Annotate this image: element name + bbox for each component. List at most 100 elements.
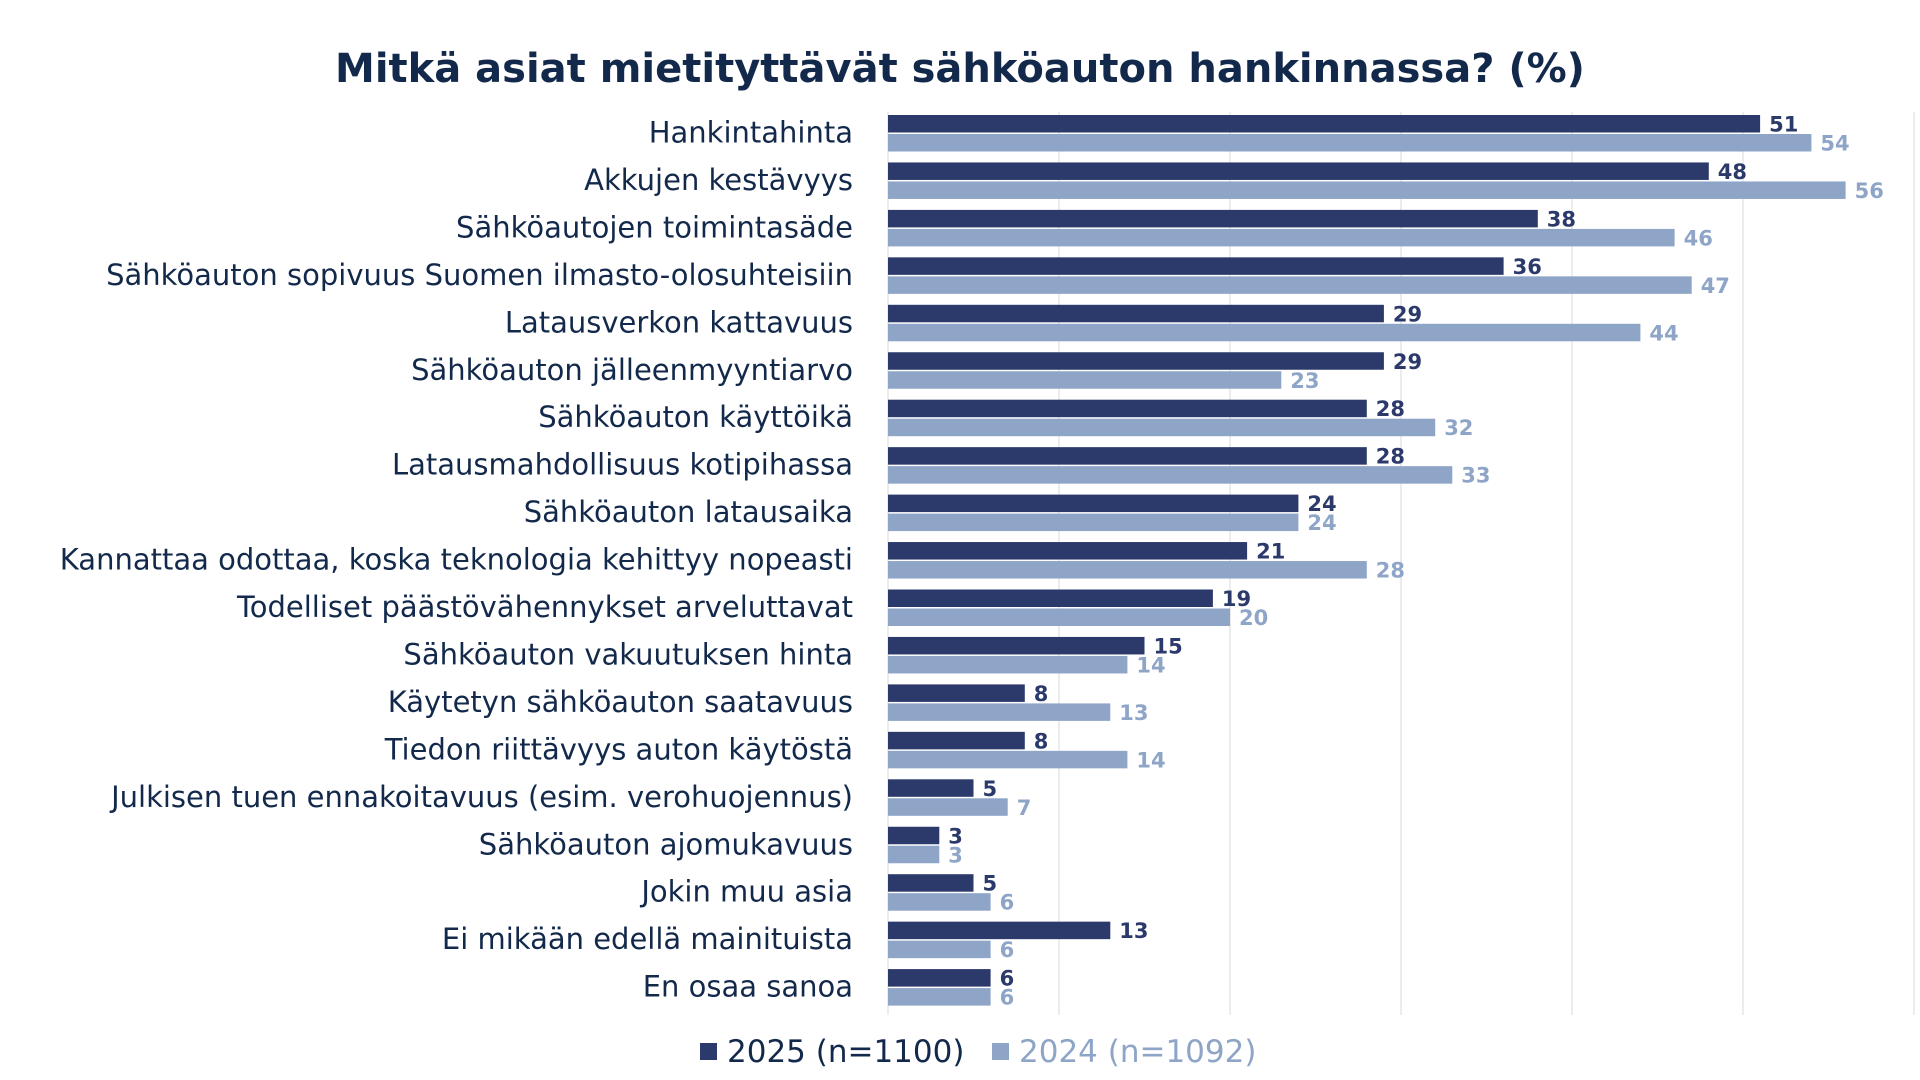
bar-2025 xyxy=(888,447,1367,465)
bar-2024 xyxy=(888,893,991,911)
bar-2024 xyxy=(888,466,1453,484)
bar-2024 xyxy=(888,418,1436,437)
data-label-2025: 29 xyxy=(1393,302,1422,326)
bar-2024 xyxy=(888,371,1282,389)
data-label-2024: 23 xyxy=(1290,369,1319,393)
data-label-2025: 28 xyxy=(1376,397,1405,421)
legend: 2025 (n=1100) 2024 (n=1092) xyxy=(700,1034,1256,1070)
category-label: Käytetyn sähköauton saatavuus xyxy=(388,685,853,719)
data-label-2024: 47 xyxy=(1701,274,1730,298)
data-label-2024: 54 xyxy=(1820,132,1849,156)
data-label-2024: 6 xyxy=(1000,891,1015,915)
category-label: Sähköauton käyttöikä xyxy=(538,400,853,434)
data-label-2025: 38 xyxy=(1547,207,1576,231)
bar-2024 xyxy=(888,845,940,864)
data-label-2024: 46 xyxy=(1684,226,1713,250)
legend-label-2024: 2024 (n=1092) xyxy=(1019,1034,1256,1070)
bar-2025 xyxy=(888,969,991,987)
category-label: Julkisen tuen ennakoitavuus (esim. veroh… xyxy=(109,780,853,814)
data-label-2025: 28 xyxy=(1376,445,1405,469)
data-label-2024: 3 xyxy=(948,843,963,867)
bars xyxy=(888,115,1846,1006)
data-label-2024: 56 xyxy=(1855,179,1884,203)
category-label: Sähköauton latausaika xyxy=(524,495,853,529)
category-label: En osaa sanoa xyxy=(643,970,853,1004)
bar-2024 xyxy=(888,513,1299,532)
bar-2024 xyxy=(888,988,991,1006)
data-label-2024: 6 xyxy=(1000,986,1015,1010)
bar-2024 xyxy=(888,323,1641,342)
data-label-2024: 14 xyxy=(1136,748,1165,772)
category-label: Sähköauton ajomukavuus xyxy=(479,827,853,861)
data-label-2024: 13 xyxy=(1119,701,1148,725)
data-label-2025: 51 xyxy=(1769,113,1798,137)
data-label-2025: 8 xyxy=(1034,682,1049,706)
data-label-2025: 8 xyxy=(1034,729,1049,753)
category-labels: Hankintahinta Akkujen kestävyys Sähköautoj… xyxy=(60,116,853,1004)
bar-2024 xyxy=(888,228,1675,247)
bar-2025 xyxy=(888,589,1213,607)
bar-2025 xyxy=(888,921,1111,940)
data-label-2025: 3 xyxy=(948,824,963,848)
legend-swatch-2025 xyxy=(700,1043,717,1060)
bar-2025 xyxy=(888,352,1384,370)
data-label-2025: 5 xyxy=(983,777,998,801)
data-label-2025: 24 xyxy=(1307,492,1336,516)
data-label-2025: 6 xyxy=(1000,967,1015,991)
data-label-2025: 13 xyxy=(1119,919,1148,943)
category-label: Latausverkon kattavuus xyxy=(505,305,853,339)
bar-2024 xyxy=(888,655,1128,674)
bar-2025 xyxy=(888,684,1025,702)
bar-2025 xyxy=(888,494,1299,513)
bar-2024 xyxy=(888,181,1846,199)
bar-2025 xyxy=(888,731,1025,750)
category-label: Hankintahinta xyxy=(649,116,853,150)
category-label: Sähköauton sopivuus Suomen ilmasto-olosu… xyxy=(106,258,853,292)
category-label: Todelliset päästövähennykset arveluttava… xyxy=(236,590,853,624)
category-label: Ei mikään edellä mainituista xyxy=(442,922,853,956)
bar-2025 xyxy=(888,636,1145,655)
category-label: Sähköauton vakuutuksen hinta xyxy=(403,637,853,671)
chart-title: Mitkä asiat mietityttävät sähköauton han… xyxy=(335,46,1585,92)
data-label-2025: 15 xyxy=(1154,634,1183,658)
bar-2025 xyxy=(888,826,940,845)
bar-2024 xyxy=(888,750,1128,769)
value-labels: 5154485638463647294429232832283324242128… xyxy=(948,113,1884,1010)
category-label: Kannattaa odottaa, koska teknologia kehi… xyxy=(60,543,853,577)
bar-2025 xyxy=(888,115,1761,133)
legend-swatch-2024 xyxy=(992,1043,1009,1060)
data-label-2025: 29 xyxy=(1393,350,1422,374)
category-label: Tiedon riittävyys auton käytöstä xyxy=(384,732,853,766)
data-label-2024: 28 xyxy=(1376,559,1405,583)
data-label-2024: 7 xyxy=(1017,796,1032,820)
bar-2024 xyxy=(888,561,1367,579)
category-label: Latausmahdollisuus kotipihassa xyxy=(392,448,853,482)
data-label-2025: 21 xyxy=(1256,540,1285,564)
bar-2025 xyxy=(888,542,1248,560)
bar-2025 xyxy=(888,874,974,892)
data-label-2024: 44 xyxy=(1649,321,1678,345)
data-label-2025: 19 xyxy=(1222,587,1251,611)
category-label: Akkujen kestävyys xyxy=(584,163,853,197)
bar-2024 xyxy=(888,134,1812,152)
bar-2025 xyxy=(888,779,974,797)
data-label-2025: 48 xyxy=(1718,160,1747,184)
data-label-2024: 33 xyxy=(1461,464,1490,488)
category-label: Sähköautojen toimintasäde xyxy=(456,210,853,244)
data-label-2025: 36 xyxy=(1513,255,1542,279)
bar-2025 xyxy=(888,257,1504,275)
bar-2025 xyxy=(888,304,1384,323)
data-label-2024: 14 xyxy=(1136,653,1165,677)
bar-2024 xyxy=(888,276,1692,294)
bar-2025 xyxy=(888,162,1709,180)
data-label-2025: 5 xyxy=(983,872,998,896)
data-label-2024: 6 xyxy=(1000,938,1015,962)
category-label: Sähköauton jälleenmyyntiarvo xyxy=(411,353,853,387)
data-label-2024: 32 xyxy=(1444,416,1473,440)
bar-2024 xyxy=(888,940,991,959)
data-label-2024: 20 xyxy=(1239,606,1268,630)
data-label-2024: 24 xyxy=(1307,511,1336,535)
bar-2025 xyxy=(888,399,1367,418)
bar-2024 xyxy=(888,703,1111,721)
